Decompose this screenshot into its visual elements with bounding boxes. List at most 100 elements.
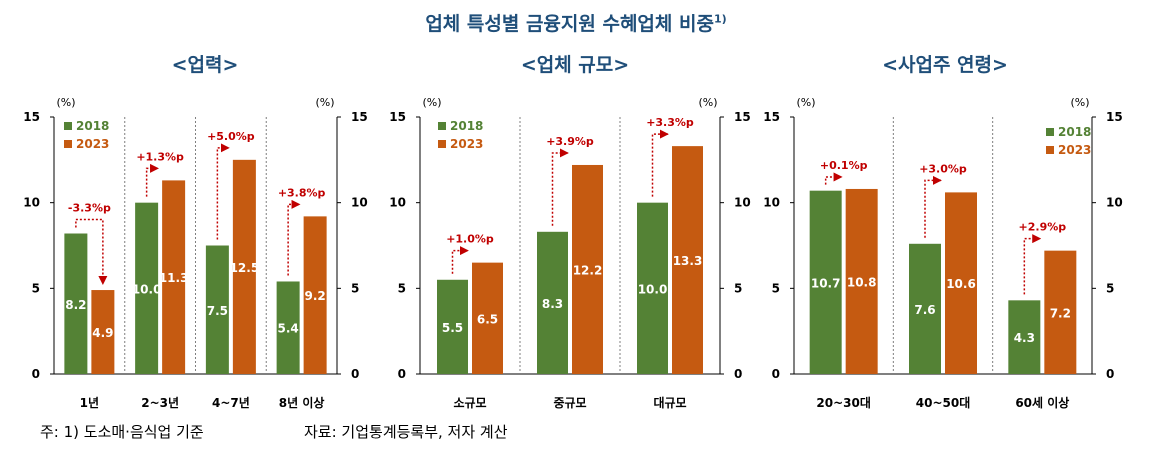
change-label: +3.8%p bbox=[278, 186, 326, 199]
x-tick-label: 4~7년 bbox=[212, 396, 250, 410]
bar-2018 bbox=[135, 202, 159, 374]
change-label: +1.3%p bbox=[136, 150, 184, 163]
x-tick-label: 1년 bbox=[80, 396, 99, 410]
value-label-2023: 6.5 bbox=[477, 312, 498, 326]
value-label-2018: 8.3 bbox=[542, 297, 563, 311]
bar-2023 bbox=[1044, 250, 1077, 374]
change-label: +1.0%p bbox=[446, 233, 494, 246]
value-label-2018: 4.3 bbox=[1014, 331, 1035, 345]
panel-size: 0 0 5 5 10 10 15 15 (%) (%) 2018 2023 5.5 6.5 소규모 +1.0%… bbox=[389, 96, 750, 410]
change-arrow bbox=[287, 199, 301, 276]
panel-title-size: <업체 규모> bbox=[520, 54, 630, 76]
unit-label-right: (%) bbox=[698, 96, 717, 109]
legend-label: 2023 bbox=[1058, 143, 1091, 157]
bar-2018 bbox=[809, 190, 842, 374]
chart-main-title: 업체 특성별 금융지원 수혜업체 비중1) bbox=[0, 9, 1152, 36]
change-label: +3.0%p bbox=[919, 162, 967, 175]
change-arrow bbox=[216, 143, 230, 240]
y-tick-label-right: 10 bbox=[734, 196, 751, 210]
value-label-2023: 9.2 bbox=[304, 289, 325, 303]
y-tick-label-right: 5 bbox=[351, 281, 359, 295]
value-label-2018: 10.0 bbox=[638, 282, 668, 296]
y-tick-label-right: 15 bbox=[351, 110, 368, 124]
value-label-2023: 10.6 bbox=[946, 277, 976, 291]
y-tick-label-left: 15 bbox=[389, 110, 406, 124]
change-arrow bbox=[1023, 234, 1042, 295]
y-tick-label-right: 10 bbox=[1106, 196, 1123, 210]
bar-2023 bbox=[232, 159, 256, 374]
unit-label-right: (%) bbox=[315, 96, 334, 109]
legend-label: 2023 bbox=[450, 137, 483, 151]
y-tick-label-left: 10 bbox=[23, 196, 40, 210]
bar-2023 bbox=[162, 180, 186, 374]
y-tick-label-left: 5 bbox=[772, 281, 780, 295]
change-arrow bbox=[824, 172, 843, 185]
x-tick-label: 20~30대 bbox=[816, 396, 871, 410]
bar-2018 bbox=[64, 233, 88, 374]
y-tick-label-right: 0 bbox=[734, 367, 742, 381]
legend-swatch bbox=[438, 122, 446, 130]
value-label-2018: 7.6 bbox=[914, 303, 935, 317]
y-tick-label-right: 15 bbox=[734, 110, 751, 124]
x-tick-label: 대규모 bbox=[653, 396, 686, 410]
change-arrow bbox=[551, 148, 569, 226]
change-label: -3.3%p bbox=[68, 202, 111, 215]
legend-swatch bbox=[64, 122, 72, 130]
bar-2023 bbox=[672, 146, 703, 374]
value-label-2023: 11.3 bbox=[159, 271, 189, 285]
y-tick-label-right: 0 bbox=[351, 367, 359, 381]
bar-2018 bbox=[1008, 300, 1041, 374]
value-label-2018: 7.5 bbox=[207, 304, 228, 318]
x-tick-label: 중규모 bbox=[553, 396, 586, 410]
y-tick-label-left: 5 bbox=[398, 281, 406, 295]
y-tick-label-left: 15 bbox=[763, 110, 780, 124]
y-tick-label-left: 10 bbox=[389, 196, 406, 210]
change-arrow bbox=[145, 163, 160, 197]
y-tick-label-right: 0 bbox=[1106, 367, 1114, 381]
y-tick-label-right: 15 bbox=[1106, 110, 1123, 124]
bar-2023 bbox=[945, 192, 977, 374]
y-tick-label-left: 0 bbox=[398, 367, 406, 381]
value-label-2018: 5.5 bbox=[442, 321, 463, 335]
value-label-2018: 10.7 bbox=[811, 276, 841, 290]
panel-title-owner-age: <사업주 연령> bbox=[882, 54, 1008, 76]
y-tick-label-left: 0 bbox=[32, 367, 40, 381]
value-label-2023: 12.5 bbox=[230, 261, 260, 275]
footnote: 주: 1) 도소매·음식업 기준 bbox=[40, 423, 204, 441]
change-label: +2.9%p bbox=[1019, 221, 1067, 234]
change-label: +5.0%p bbox=[207, 130, 255, 143]
legend-swatch bbox=[1046, 146, 1054, 154]
main-title-text: 업체 특성별 금융지원 수혜업체 비중 bbox=[425, 13, 714, 35]
y-tick-label-right: 5 bbox=[734, 281, 742, 295]
unit-label-left: (%) bbox=[796, 96, 815, 109]
bar-2023 bbox=[303, 216, 327, 374]
legend-label: 2018 bbox=[450, 119, 483, 133]
bar-2023 bbox=[572, 164, 603, 374]
y-tick-label-left: 15 bbox=[23, 110, 40, 124]
legend-label: 2018 bbox=[1058, 125, 1091, 139]
legend-label: 2018 bbox=[76, 119, 109, 133]
bar-2018 bbox=[205, 245, 229, 374]
unit-label-right: (%) bbox=[1070, 96, 1089, 109]
y-tick-label-right: 5 bbox=[1106, 281, 1114, 295]
legend-swatch bbox=[1046, 128, 1054, 136]
value-label-2023: 10.8 bbox=[847, 275, 877, 289]
change-arrow bbox=[451, 246, 469, 274]
value-label-2023: 13.3 bbox=[673, 254, 703, 268]
bar-2023 bbox=[472, 262, 503, 374]
bar-2018 bbox=[537, 231, 568, 374]
title-footnote-mark: 1) bbox=[713, 12, 727, 26]
value-label-2018: 10.0 bbox=[132, 282, 162, 296]
panel-title-age: <업력> bbox=[171, 54, 239, 76]
bar-2023 bbox=[845, 188, 878, 374]
change-label: +0.1%p bbox=[820, 159, 868, 172]
y-tick-label-left: 0 bbox=[772, 367, 780, 381]
unit-label-left: (%) bbox=[422, 96, 441, 109]
legend-swatch bbox=[64, 140, 72, 148]
x-tick-label: 60세 이상 bbox=[1015, 395, 1069, 410]
x-tick-label: 2~3년 bbox=[141, 396, 179, 410]
change-arrow bbox=[75, 218, 108, 285]
bar-2023 bbox=[91, 290, 115, 374]
